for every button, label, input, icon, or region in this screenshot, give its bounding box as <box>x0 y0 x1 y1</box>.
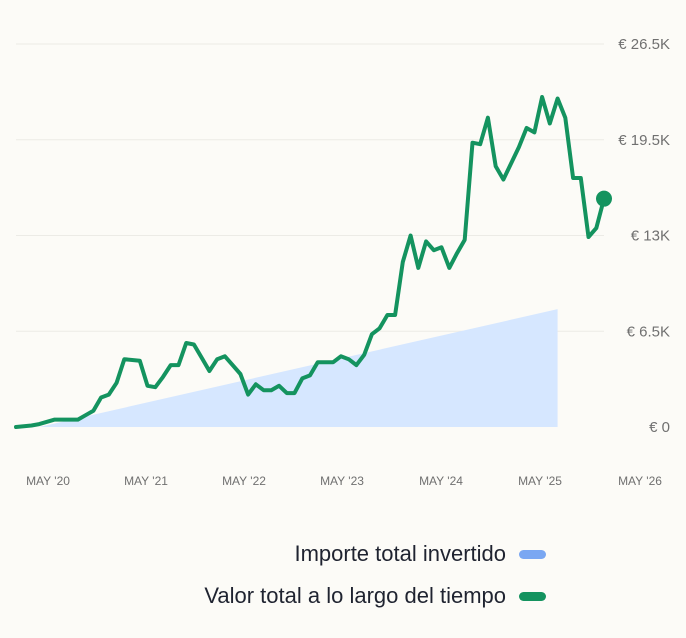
y-axis-tick-labels: € 0 € 6.5K € 13K € 19.5K € 26.5K <box>618 36 670 436</box>
y-tick-label: € 26.5K <box>618 36 670 53</box>
y-tick-label: € 19.5K <box>618 132 670 149</box>
legend-item-total-value: Valor total a lo largo del tiempo <box>204 583 546 609</box>
line-area-chart: € 0€ 6.5K€ 13K€ 19.5K€ 26.5K MAY '20 MAY … <box>14 36 670 488</box>
portfolio-value-line <box>14 95 606 429</box>
legend-swatch-invested <box>519 549 546 559</box>
legend-item-invested: Importe total invertido <box>294 541 546 567</box>
legend-swatch-total-value <box>519 591 546 601</box>
legend-label-total-value: Valor total a lo largo del tiempo <box>204 583 506 608</box>
x-tick-label: MAY '25 <box>518 474 562 488</box>
y-tick-label: € 6.5K <box>627 323 670 340</box>
y-tick-label: € 13K <box>631 228 670 245</box>
gridlines <box>16 43 604 332</box>
x-tick-label: MAY '26 <box>618 474 662 488</box>
legend-label-invested: Importe total invertido <box>294 541 506 566</box>
portfolio-value-endpoint <box>596 190 612 207</box>
x-tick-label: MAY '24 <box>419 474 463 488</box>
invested-area <box>39 309 558 427</box>
x-tick-label: MAY '23 <box>320 474 364 488</box>
x-tick-label: MAY '21 <box>124 474 168 488</box>
x-tick-label: MAY '20 <box>26 474 70 488</box>
x-axis-tick-labels: MAY '20 MAY '21 MAY '22 MAY '23 MAY '24 MAY '… <box>26 474 662 488</box>
x-tick-label: MAY '22 <box>222 474 266 488</box>
y-tick-label: € 0 <box>649 419 670 436</box>
